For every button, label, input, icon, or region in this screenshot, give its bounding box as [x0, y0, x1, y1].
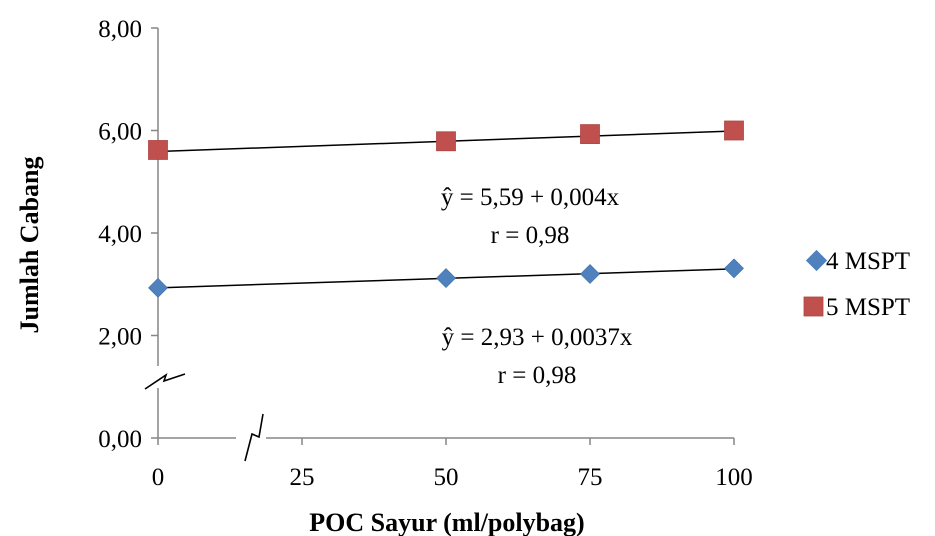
legend-label: 4 MSPT	[826, 248, 910, 275]
x-tick-label: 0	[152, 464, 165, 491]
data-point-4-mspt	[580, 264, 600, 284]
y-tick-label: 6,00	[98, 119, 142, 146]
legend-item-5-mspt: 5 MSPT	[803, 294, 910, 321]
data-point-5-mspt	[724, 120, 744, 141]
data-point-5-mspt	[580, 124, 600, 144]
correlation-label: r = 0,98	[498, 362, 577, 389]
data-point-4-mspt	[148, 277, 168, 298]
equation-5-mspt: ŷ = 5,59 + 0,004x r = 0,98	[441, 184, 620, 249]
equation-4-mspt: ŷ = 2,93 + 0,0037x r = 0,98	[442, 324, 633, 389]
square-icon	[803, 296, 824, 317]
plot-area: 0,00 2,00 4,00 6,00 8,00 0 25 50 75 100	[98, 16, 753, 491]
x-axis-title: POC Sayur (ml/polybag)	[309, 508, 584, 536]
x-tick-label: 50	[434, 464, 459, 491]
y-tick-label: 4,00	[98, 221, 142, 248]
x-tick-label: 75	[578, 464, 603, 491]
diamond-icon	[805, 249, 828, 272]
data-point-5-mspt	[148, 140, 168, 160]
y-tick-label: 8,00	[98, 16, 142, 43]
legend-label: 5 MSPT	[826, 294, 910, 321]
y-ticks: 0,00 2,00 4,00 6,00 8,00	[98, 16, 158, 453]
legend-item-4-mspt: 4 MSPT	[805, 248, 910, 275]
data-markers	[148, 120, 744, 298]
y-axis-break	[140, 366, 186, 390]
data-point-5-mspt	[436, 131, 456, 152]
x-tick-label: 100	[715, 464, 753, 491]
equation-label: ŷ = 2,93 + 0,0037x	[442, 324, 633, 351]
x-ticks: 0 25 50 75 100	[152, 438, 753, 491]
y-tick-label: 0,00	[98, 426, 142, 453]
legend: 4 MSPT 5 MSPT	[803, 248, 910, 321]
y-axis-title: Jumlah Cabang	[15, 157, 44, 334]
y-tick-label: 2,00	[98, 324, 142, 351]
x-tick-label: 25	[290, 464, 315, 491]
x-axis-break	[236, 413, 266, 462]
equation-label: ŷ = 5,59 + 0,004x	[441, 184, 620, 211]
data-point-4-mspt	[436, 268, 456, 289]
data-point-4-mspt	[724, 258, 744, 279]
correlation-label: r = 0,98	[491, 222, 570, 249]
